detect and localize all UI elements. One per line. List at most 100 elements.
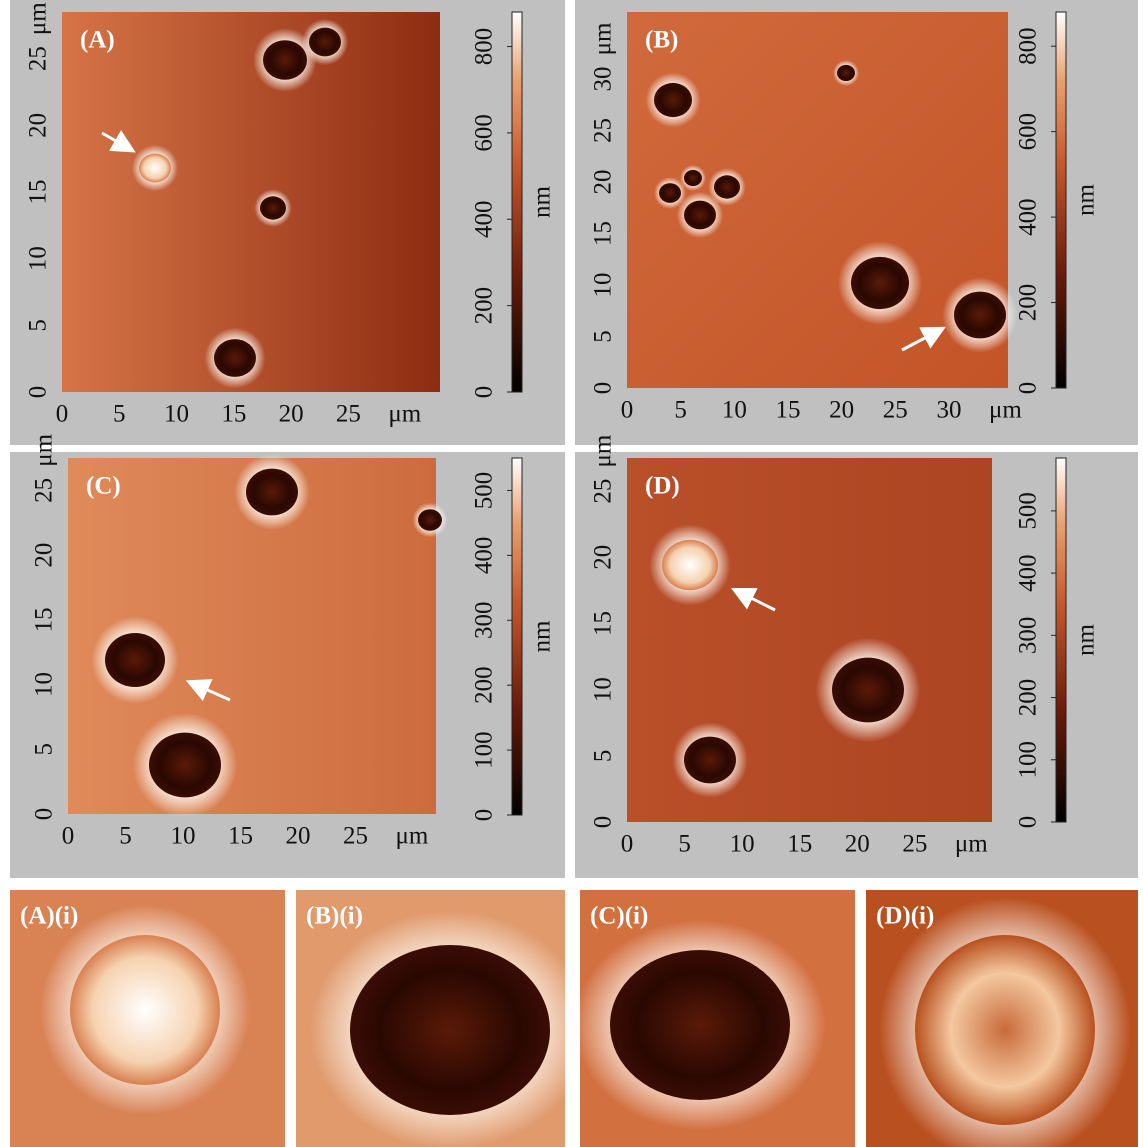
x-tick-label: 15	[775, 397, 800, 424]
cell	[610, 950, 790, 1100]
colorbar	[512, 458, 522, 815]
x-unit: μm	[396, 823, 429, 850]
panel-label: (B)	[645, 27, 678, 54]
colorbar-tick-label: 0	[1015, 816, 1042, 829]
colorbar-tick-label: 600	[471, 114, 498, 152]
x-tick-label: 5	[113, 401, 126, 428]
cell	[263, 40, 307, 80]
cell	[684, 737, 736, 784]
colorbar-tick-label: 500	[1015, 492, 1042, 530]
x-tick-label: 15	[221, 401, 246, 428]
y-tick-label: 15	[590, 611, 617, 636]
cell	[851, 257, 909, 309]
colorbar-tick-label: 200	[471, 666, 498, 704]
colorbar-tick-label: 800	[1015, 27, 1042, 65]
colorbar-tick-label: 200	[1015, 284, 1042, 322]
cell	[350, 945, 550, 1115]
y-tick-label: 20	[25, 113, 52, 138]
y-unit: μm	[590, 434, 617, 467]
y-tick-label: 5	[25, 319, 52, 332]
cell	[418, 509, 442, 531]
y-tick-label: 5	[590, 750, 617, 763]
colorbar-tick-label: 0	[471, 809, 498, 822]
figure: (A)0510152025μm0510152025μm0200400600800…	[0, 0, 1143, 1147]
x-tick-label: 25	[343, 823, 368, 850]
colorbar-tick-label: 0	[471, 386, 498, 399]
cell	[654, 83, 692, 117]
cell	[260, 196, 286, 219]
x-tick-label: 0	[621, 397, 634, 424]
panel-label: (C)	[86, 473, 121, 500]
cell	[954, 292, 1006, 339]
y-tick-label: 0	[590, 382, 617, 395]
x-tick-label: 0	[62, 823, 75, 850]
x-tick-label: 10	[722, 397, 747, 424]
colorbar-tick-label: 100	[471, 731, 498, 769]
cell	[246, 469, 298, 516]
inset-label: (A)(i)	[20, 903, 78, 930]
x-tick-label: 20	[829, 397, 854, 424]
x-tick-label: 20	[279, 401, 304, 428]
colorbar-tick-label: 800	[471, 28, 498, 66]
colorbar-tick-label: 600	[1015, 113, 1042, 151]
y-tick-label: 5	[31, 743, 58, 756]
cell	[662, 540, 718, 590]
colorbar-tick-label: 400	[1015, 198, 1042, 236]
cell	[684, 170, 702, 186]
y-tick-label: 0	[31, 808, 58, 821]
colorbar-tick-label: 200	[1015, 679, 1042, 717]
colorbar	[1056, 458, 1066, 822]
panel-label: (A)	[80, 27, 115, 54]
colorbar	[1056, 12, 1066, 388]
x-tick-label: 5	[674, 397, 687, 424]
colorbar-tick-label: 200	[471, 287, 498, 325]
x-tick-label: 0	[621, 831, 634, 858]
inset-label: (B)(i)	[306, 903, 363, 930]
x-tick-label: 15	[228, 823, 253, 850]
y-unit: μm	[31, 433, 58, 466]
y-tick-label: 20	[590, 545, 617, 570]
y-unit: μm	[25, 2, 52, 35]
cell	[684, 201, 716, 230]
y-tick-label: 30	[590, 66, 617, 91]
colorbar-unit: nm	[529, 620, 556, 653]
cell	[149, 733, 221, 798]
cell	[915, 935, 1095, 1125]
x-tick-label: 25	[883, 397, 908, 424]
colorbar-tick-label: 400	[471, 537, 498, 575]
y-tick-label: 20	[31, 543, 58, 568]
x-tick-label: 25	[902, 831, 927, 858]
y-tick-label: 5	[590, 330, 617, 343]
x-tick-label: 0	[56, 401, 69, 428]
y-tick-label: 25	[590, 479, 617, 504]
colorbar-unit: nm	[1073, 623, 1100, 656]
cell	[309, 28, 341, 57]
y-tick-label: 15	[31, 607, 58, 632]
colorbar	[512, 12, 522, 392]
y-tick-label: 0	[590, 816, 617, 829]
y-tick-label: 15	[590, 221, 617, 246]
y-unit: μm	[590, 22, 617, 55]
x-tick-label: 10	[171, 823, 196, 850]
x-tick-label: 20	[845, 831, 870, 858]
y-tick-label: 20	[590, 169, 617, 194]
cell	[139, 154, 171, 183]
x-unit: μm	[989, 397, 1022, 424]
cell	[832, 658, 904, 723]
x-tick-label: 10	[730, 831, 755, 858]
y-tick-label: 10	[590, 677, 617, 702]
cell	[837, 65, 855, 81]
x-tick-label: 5	[119, 823, 132, 850]
colorbar-tick-label: 400	[1015, 554, 1042, 592]
colorbar-unit: nm	[1073, 183, 1100, 216]
y-tick-label: 0	[25, 386, 52, 399]
colorbar-tick-label: 0	[1015, 382, 1042, 395]
panel-label: (D)	[645, 473, 680, 500]
colorbar-tick-label: 500	[471, 472, 498, 510]
y-tick-label: 10	[590, 272, 617, 297]
cell	[714, 175, 740, 198]
x-tick-label: 30	[936, 397, 961, 424]
y-tick-label: 25	[25, 46, 52, 71]
x-unit: μm	[388, 401, 421, 428]
colorbar-tick-label: 400	[471, 201, 498, 239]
